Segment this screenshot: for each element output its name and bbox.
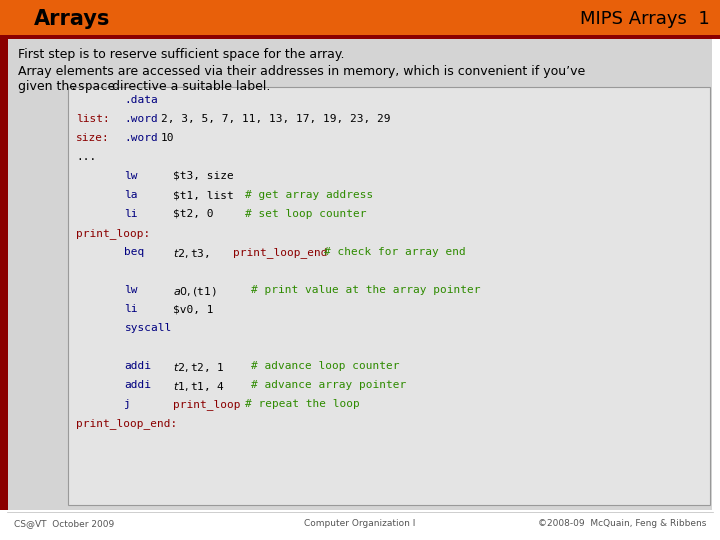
Text: lw: lw [125, 171, 138, 181]
Text: Array elements are accessed via their addresses in memory, which is convenient i: Array elements are accessed via their ad… [18, 65, 585, 78]
Text: $t2, $t3,: $t2, $t3, [173, 247, 212, 260]
Text: addi: addi [125, 380, 151, 390]
Text: la: la [125, 190, 138, 200]
Text: $t3, size: $t3, size [173, 171, 233, 181]
Text: li: li [125, 209, 138, 219]
Bar [6, 8, 28, 30]
Text: print_loop: print_loop [173, 399, 240, 410]
Text: lw: lw [125, 285, 138, 295]
Text: addi: addi [125, 361, 151, 371]
Text: .word: .word [125, 114, 158, 124]
Bar [0, 0, 720, 35]
Text: syscall: syscall [125, 323, 171, 333]
Text: First step is to reserve sufficient space for the array.: First step is to reserve sufficient spac… [18, 48, 344, 61]
Text: # get array address: # get array address [246, 190, 374, 200]
Text: list:: list: [76, 114, 109, 124]
Text: # print value at the array pointer: # print value at the array pointer [251, 285, 481, 295]
Text: $t1, list: $t1, list [173, 190, 233, 200]
Text: beq: beq [125, 247, 145, 257]
Bar [8, 39, 712, 510]
Text: ...: ... [76, 152, 96, 162]
Bar [0, 35, 720, 39]
Text: MIPS Arrays  1: MIPS Arrays 1 [580, 10, 710, 28]
Bar [0, 39, 8, 510]
Text: 10: 10 [161, 133, 174, 143]
Text: size:: size: [76, 133, 109, 143]
Text: 2, 3, 5, 7, 11, 13, 17, 19, 23, 29: 2, 3, 5, 7, 11, 13, 17, 19, 23, 29 [161, 114, 390, 124]
Text: j: j [125, 399, 131, 409]
Text: # set loop counter: # set loop counter [246, 209, 367, 219]
Text: ©2008-09  McQuain, Feng & Ribbens: ©2008-09 McQuain, Feng & Ribbens [538, 519, 706, 529]
Text: Arrays: Arrays [34, 9, 110, 29]
FancyBboxPatch shape [68, 87, 710, 505]
Text: # advance array pointer: # advance array pointer [251, 380, 407, 390]
Text: # repeat the loop: # repeat the loop [246, 399, 360, 409]
Text: .data: .data [125, 95, 158, 105]
Text: # check for array end: # check for array end [324, 247, 466, 257]
Text: .word: .word [125, 133, 158, 143]
Text: .space: .space [70, 80, 115, 93]
Text: directive a suitable label.: directive a suitable label. [108, 80, 271, 93]
Text: given the: given the [18, 80, 81, 93]
Text: Computer Organization I: Computer Organization I [305, 519, 415, 529]
Text: $t2, $t2, 1: $t2, $t2, 1 [173, 361, 225, 374]
Text: print_loop_end:: print_loop_end: [76, 418, 177, 429]
Text: $t2, 0: $t2, 0 [173, 209, 213, 219]
Text: print_loop:: print_loop: [76, 228, 150, 239]
Text: CS@VT  October 2009: CS@VT October 2009 [14, 519, 114, 529]
Text: print_loop_end: print_loop_end [233, 247, 328, 258]
Text: $t1, $t1, 4: $t1, $t1, 4 [173, 380, 225, 393]
Text: li: li [125, 304, 138, 314]
Text: $a0, ($t1): $a0, ($t1) [173, 285, 217, 298]
Text: $v0, 1: $v0, 1 [173, 304, 213, 314]
Text: # advance loop counter: # advance loop counter [251, 361, 400, 371]
